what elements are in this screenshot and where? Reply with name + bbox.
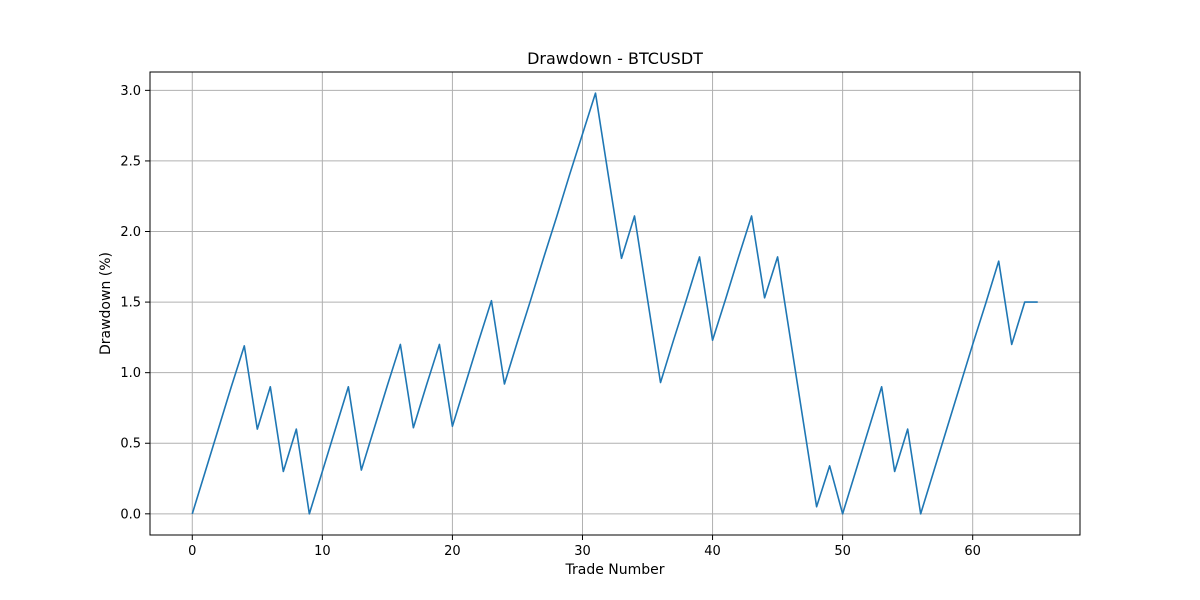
x-tick-label: 60 [964,544,981,559]
y-tick-label: 1.0 [120,366,141,381]
series-layer [191,92,1038,515]
x-tick-label: 0 [188,544,196,559]
y-tick-label: 3.0 [120,84,141,99]
y-tick-label: 1.5 [120,296,141,311]
chart-title: Drawdown - BTCUSDT [527,49,703,68]
drawdown-series-line [191,92,1038,515]
tick-labels: 0 10 20 30 40 50 60 0.0 0.5 1.0 1.5 2.0 2.5 3.0 [120,84,981,559]
tick-marks [145,89,974,540]
grid-lines [150,72,1080,535]
y-tick-label: 2.0 [120,225,141,240]
x-tick-label: 30 [574,544,591,559]
y-tick-label: 2.5 [120,154,141,169]
x-tick-label: 40 [704,544,721,559]
x-tick-label: 10 [314,544,331,559]
y-tick-label: 0.5 [120,437,141,452]
y-tick-label: 0.0 [120,507,141,522]
x-tick-label: 20 [444,544,461,559]
x-tick-label: 50 [834,544,851,559]
x-axis-label: Trade Number [564,562,664,578]
y-axis-label: Drawdown (%) [98,252,114,355]
plot-frame [149,71,1081,536]
